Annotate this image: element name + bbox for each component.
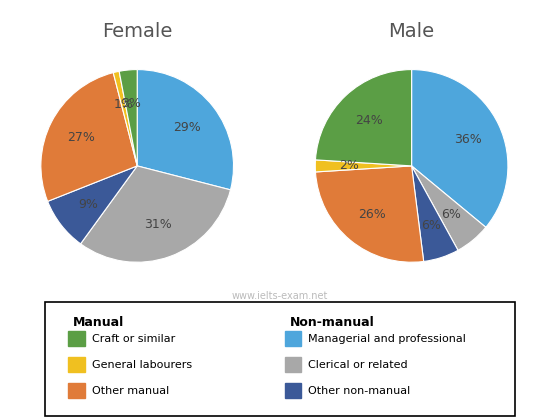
Wedge shape (41, 73, 137, 201)
Bar (68, 331, 85, 346)
Title: Female: Female (102, 22, 172, 41)
Wedge shape (113, 71, 137, 166)
Text: 3%: 3% (122, 97, 141, 110)
Wedge shape (412, 70, 508, 227)
Wedge shape (315, 160, 412, 172)
FancyBboxPatch shape (45, 302, 515, 416)
Wedge shape (137, 70, 234, 190)
Wedge shape (315, 166, 424, 262)
Text: 6%: 6% (442, 207, 461, 220)
Text: 36%: 36% (454, 133, 482, 146)
Text: Non-manual: Non-manual (290, 316, 374, 329)
Text: 2%: 2% (339, 160, 359, 172)
Text: 26%: 26% (358, 207, 386, 220)
Text: Craft or similar: Craft or similar (92, 333, 175, 344)
Text: 1%: 1% (114, 98, 133, 111)
Text: Manual: Manual (73, 316, 124, 329)
Text: 6%: 6% (421, 219, 441, 232)
Title: Male: Male (389, 22, 435, 41)
Text: Managerial and professional: Managerial and professional (308, 333, 466, 344)
Text: 31%: 31% (144, 218, 172, 231)
Wedge shape (315, 70, 412, 166)
Bar (284, 357, 301, 372)
Wedge shape (81, 166, 231, 262)
Text: 24%: 24% (355, 114, 382, 127)
Text: Other non-manual: Other non-manual (308, 386, 410, 396)
Text: General labourers: General labourers (92, 360, 192, 370)
Text: 27%: 27% (67, 131, 95, 144)
Text: 29%: 29% (173, 121, 200, 134)
Bar (284, 331, 301, 346)
Text: Clerical or related: Clerical or related (308, 360, 408, 370)
Bar (68, 383, 85, 398)
Bar (284, 383, 301, 398)
Bar (68, 357, 85, 372)
Wedge shape (412, 166, 486, 250)
Wedge shape (119, 70, 137, 166)
Text: www.ielts-exam.net: www.ielts-exam.net (232, 291, 328, 301)
Text: Other manual: Other manual (92, 386, 169, 396)
Wedge shape (412, 166, 458, 262)
Text: 9%: 9% (78, 198, 97, 211)
Wedge shape (48, 166, 137, 244)
